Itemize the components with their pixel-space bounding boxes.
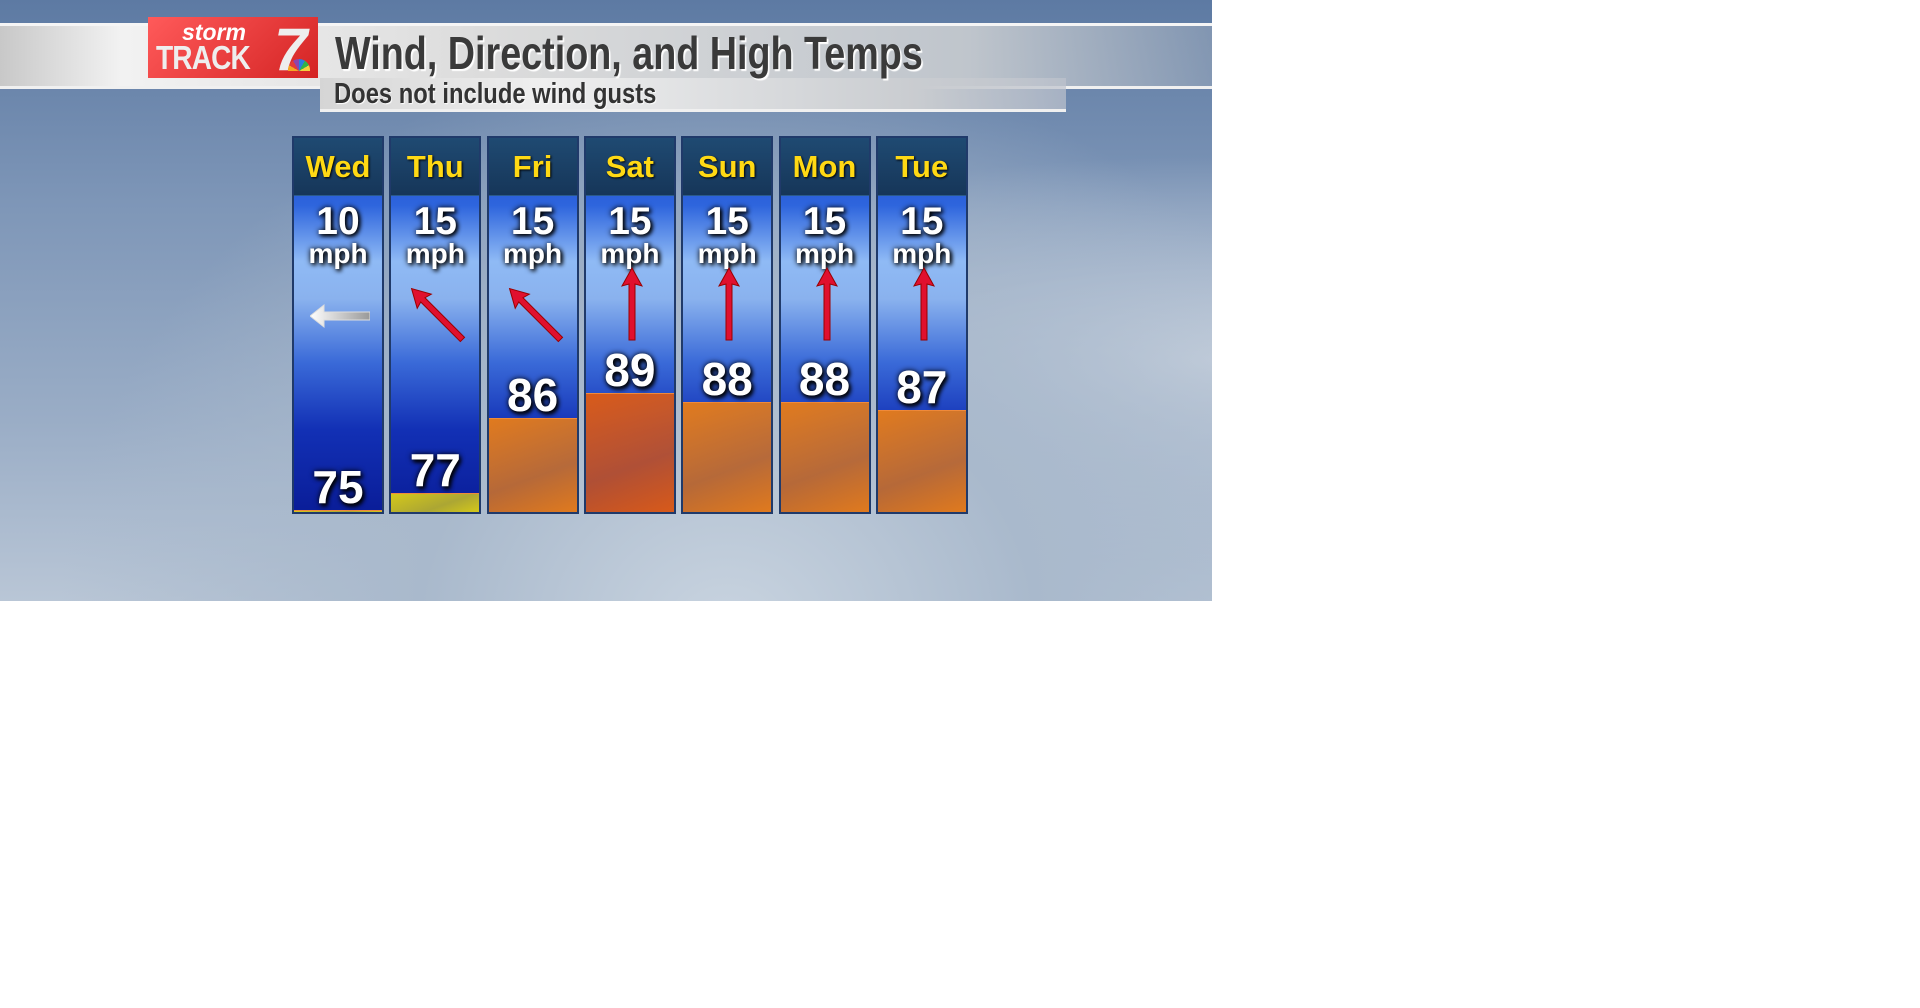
wind-speed: 15 — [413, 200, 457, 243]
high-temp: 87 — [896, 361, 948, 414]
wind-unit: mph — [794, 238, 855, 269]
wind-speed: 15 — [510, 200, 555, 243]
high-temp: 88 — [701, 352, 753, 405]
day-label: Tue — [877, 138, 966, 196]
day-label: Mon — [780, 138, 869, 196]
arrow-up-left-icon — [508, 287, 563, 343]
arrow-up-left-icon — [411, 287, 466, 343]
arrow-up-icon — [815, 266, 838, 341]
arrow-up-icon — [718, 266, 741, 341]
wind-unit: mph — [405, 238, 465, 269]
day-label: Thu — [391, 138, 480, 196]
high-temp: 86 — [507, 369, 559, 422]
arrow-left-icon — [310, 303, 370, 329]
wind-unit: mph — [697, 238, 757, 269]
day-column: Mon 15 mph 88 — [778, 136, 871, 514]
wind-speed: 15 — [608, 200, 652, 243]
wind-speed: 10 — [316, 200, 360, 243]
wind-speed: 15 — [802, 200, 847, 243]
temp-bar — [683, 401, 772, 512]
logo-storm: storm — [182, 19, 246, 45]
high-temp: 89 — [604, 344, 656, 397]
day-column: Fri 15 mph 86 — [486, 136, 579, 514]
wind-speed: 15 — [705, 200, 749, 243]
temp-bar — [488, 418, 577, 512]
wind-unit: mph — [600, 238, 660, 269]
temp-bar — [585, 393, 674, 512]
day-column: Sun 15 mph 88 — [681, 136, 774, 514]
day-column: Tue 15 mph 87 — [875, 136, 968, 514]
arrow-up-icon — [620, 266, 643, 341]
day-label: Sun — [683, 138, 772, 196]
forecast-graphic: storm TRACK 7 Wind, Direction, and High … — [0, 0, 1212, 601]
logo-track: TRACK — [156, 39, 251, 76]
day-column: Thu 15 mph 77 — [389, 136, 482, 514]
high-temp: 77 — [409, 444, 461, 497]
high-temp: 75 — [312, 461, 364, 513]
day-label: Wed — [294, 138, 382, 196]
high-temp: 88 — [798, 352, 851, 405]
arrow-up-icon — [912, 266, 935, 341]
temp-bar — [294, 510, 382, 512]
temp-bar — [391, 493, 480, 512]
day-column: Sat 15 mph 89 — [583, 136, 676, 514]
page-subtitle: Does not include wind gusts — [334, 78, 657, 110]
peacock-icon — [288, 59, 310, 71]
day-label: Sat — [585, 138, 674, 196]
logo-seven: 7 — [274, 16, 308, 83]
wind-unit: mph — [308, 238, 368, 269]
wind-speed: 15 — [900, 200, 944, 243]
day-column: Wed 10 mph 75 — [292, 136, 384, 514]
temp-bar — [877, 410, 966, 512]
page-title: Wind, Direction, and High Temps — [335, 27, 923, 79]
storm-track-7-logo: storm TRACK 7 — [148, 16, 318, 83]
temp-bar — [780, 401, 869, 512]
wind-unit: mph — [503, 238, 563, 269]
subtitle-banner — [320, 78, 1066, 112]
day-label: Fri — [488, 138, 577, 196]
wind-unit: mph — [892, 238, 952, 269]
